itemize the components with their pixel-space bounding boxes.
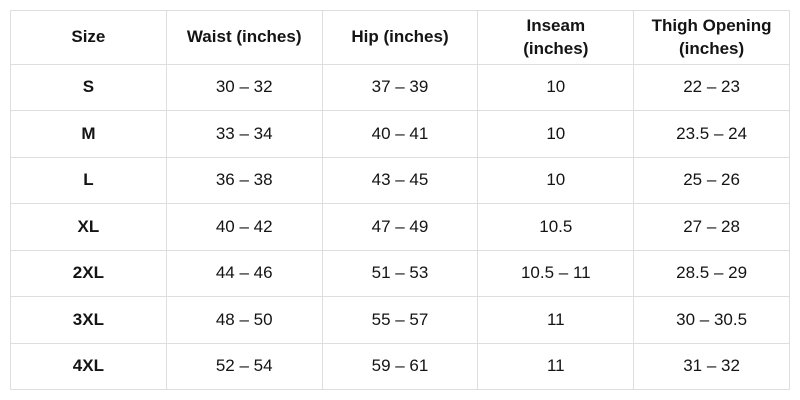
size-label: 2XL	[10, 249, 167, 298]
table-body: S 30 – 32 37 – 39 10 22 – 23 M 33 – 34 4…	[10, 63, 790, 391]
waist-value: 30 – 32	[165, 63, 323, 112]
hip-value: 51 – 53	[321, 249, 479, 298]
thigh-opening-value: 22 – 23	[633, 63, 790, 112]
header-inseam: Inseam (inches)	[477, 10, 635, 65]
thigh-opening-value: 25 – 26	[633, 156, 790, 205]
thigh-opening-value: 30 – 30.5	[633, 296, 790, 344]
thigh-opening-value: 27 – 28	[633, 203, 790, 251]
size-label: L	[10, 156, 167, 205]
hip-value: 55 – 57	[321, 296, 479, 344]
inseam-value: 11	[477, 296, 635, 344]
size-chart-table: Size Waist (inches) Hip (inches) Inseam …	[10, 10, 790, 391]
inseam-value: 10	[477, 156, 635, 205]
table-row-s: S 30 – 32 37 – 39 10 22 – 23	[10, 63, 790, 112]
size-label: 3XL	[10, 296, 167, 344]
waist-value: 40 – 42	[165, 203, 323, 251]
hip-value: 47 – 49	[321, 203, 479, 251]
inseam-value: 10.5	[477, 203, 635, 251]
size-label: 4XL	[10, 342, 167, 391]
size-label: XL	[10, 203, 167, 251]
table-row-4xl: 4XL 52 – 54 59 – 61 11 31 – 32	[10, 342, 790, 391]
hip-value: 40 – 41	[321, 110, 479, 158]
thigh-opening-value: 28.5 – 29	[633, 249, 790, 298]
table-header: Size Waist (inches) Hip (inches) Inseam …	[10, 10, 790, 65]
inseam-value: 10	[477, 63, 635, 112]
waist-value: 52 – 54	[165, 342, 323, 391]
hip-value: 59 – 61	[321, 342, 479, 391]
thigh-opening-value: 23.5 – 24	[633, 110, 790, 158]
inseam-value: 10	[477, 110, 635, 158]
waist-value: 36 – 38	[165, 156, 323, 205]
size-label: M	[10, 110, 167, 158]
waist-value: 48 – 50	[165, 296, 323, 344]
inseam-value: 11	[477, 342, 635, 391]
thigh-opening-value: 31 – 32	[633, 342, 790, 391]
header-waist: Waist (inches)	[165, 10, 323, 65]
table-row-3xl: 3XL 48 – 50 55 – 57 11 30 – 30.5	[10, 296, 790, 344]
header-row: Size Waist (inches) Hip (inches) Inseam …	[10, 10, 790, 65]
hip-value: 43 – 45	[321, 156, 479, 205]
table-row-l: L 36 – 38 43 – 45 10 25 – 26	[10, 156, 790, 205]
table-row-m: M 33 – 34 40 – 41 10 23.5 – 24	[10, 110, 790, 158]
header-hip: Hip (inches)	[321, 10, 479, 65]
table-row-xl: XL 40 – 42 47 – 49 10.5 27 – 28	[10, 203, 790, 251]
hip-value: 37 – 39	[321, 63, 479, 112]
table-row-2xl: 2XL 44 – 46 51 – 53 10.5 – 11 28.5 – 29	[10, 249, 790, 298]
waist-value: 33 – 34	[165, 110, 323, 158]
size-label: S	[10, 63, 167, 112]
waist-value: 44 – 46	[165, 249, 323, 298]
header-thigh-opening: Thigh Opening (inches)	[633, 10, 790, 65]
header-size: Size	[10, 10, 167, 65]
inseam-value: 10.5 – 11	[477, 249, 635, 298]
